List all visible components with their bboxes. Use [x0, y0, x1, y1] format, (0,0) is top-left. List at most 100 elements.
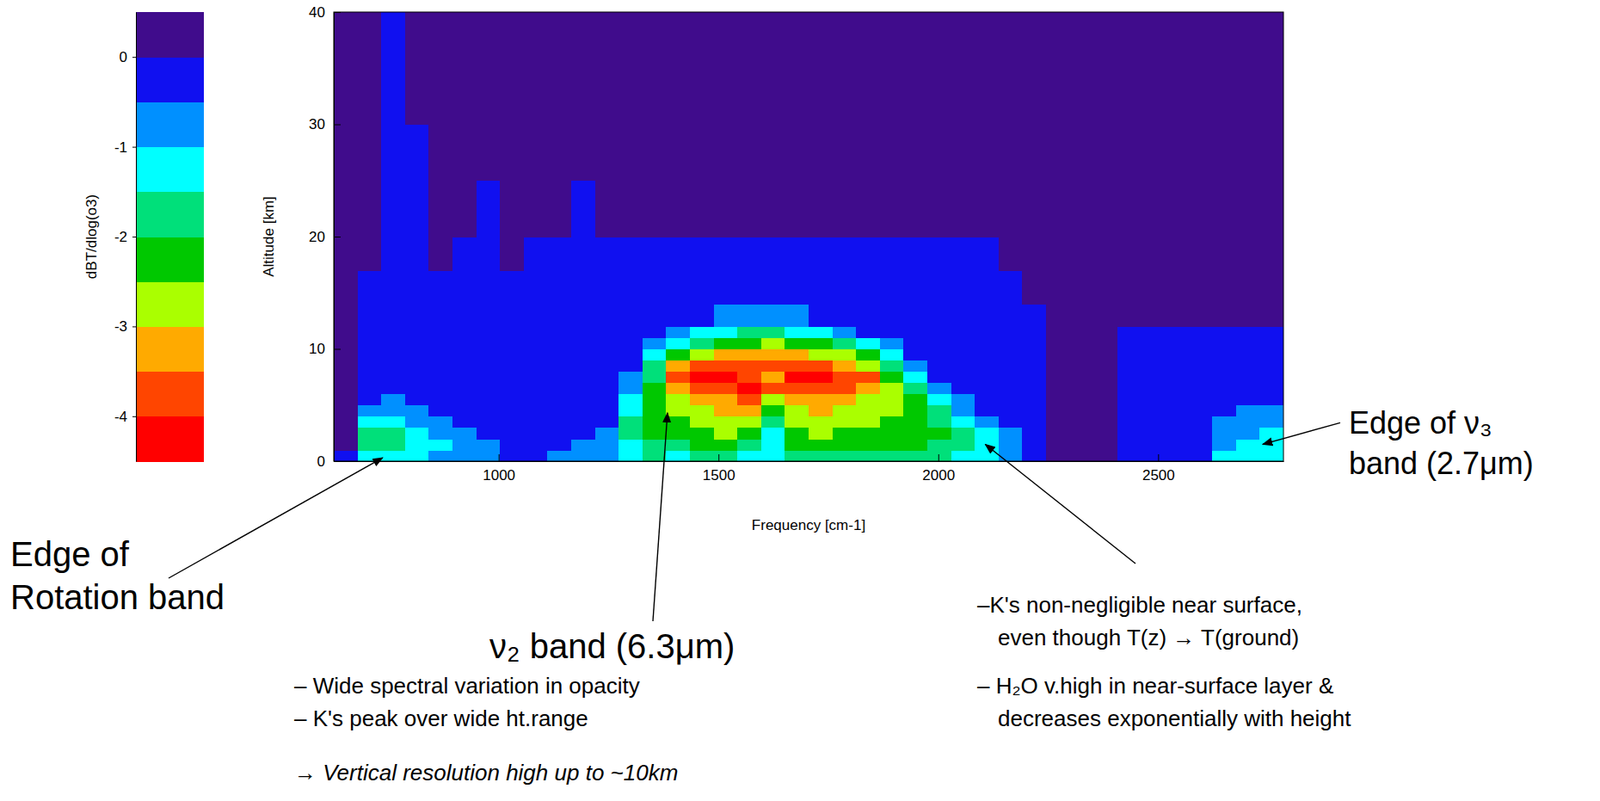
- heatmap-cell: [927, 393, 952, 407]
- heatmap-cell: [713, 270, 739, 305]
- heatmap-cell: [1236, 270, 1261, 305]
- annotation-text: even though T(z) → T(ground): [997, 624, 1299, 651]
- heatmap-cell: [713, 382, 739, 395]
- heatmap-cell: [1093, 382, 1118, 395]
- heatmap-cell: [1070, 337, 1095, 350]
- heatmap-cell: [357, 326, 382, 339]
- heatmap-cell: [880, 405, 905, 418]
- heatmap-cell: [618, 393, 643, 407]
- heatmap-cell: [784, 393, 809, 407]
- heatmap-cell: [333, 326, 358, 339]
- heatmap-cell: [476, 449, 501, 462]
- heatmap-cell: [737, 124, 762, 182]
- colorbar-band: [135, 236, 204, 283]
- heatmap-cell: [547, 405, 572, 418]
- heatmap-cell: [571, 236, 596, 271]
- heatmap-cell: [523, 124, 548, 182]
- y-axis-tick-mark: [333, 349, 341, 351]
- heatmap-cell: [998, 349, 1023, 362]
- heatmap-cell: [784, 349, 809, 362]
- heatmap-cell: [1046, 449, 1071, 462]
- heatmap-cell: [1021, 12, 1047, 69]
- heatmap-cell: [665, 303, 690, 327]
- x-axis-tick-label: 1500: [702, 467, 736, 484]
- heatmap-cell: [1140, 124, 1165, 182]
- heatmap-cell: [1093, 236, 1118, 271]
- heatmap-cell: [665, 449, 690, 462]
- heatmap-cell: [1188, 349, 1213, 362]
- heatmap-cell: [713, 124, 739, 182]
- heatmap-cell: [523, 371, 548, 384]
- heatmap-cell: [855, 303, 880, 327]
- heatmap-cell: [1188, 371, 1213, 384]
- y-axis-tick-mark: [333, 12, 341, 13]
- heatmap-cell: [927, 270, 952, 305]
- heatmap-cell: [1236, 326, 1261, 339]
- heatmap-cell: [951, 270, 976, 305]
- heatmap-cell: [1212, 67, 1237, 125]
- heatmap-cell: [1259, 326, 1284, 339]
- heatmap-cell: [1212, 393, 1237, 407]
- heatmap-cell: [1093, 12, 1118, 69]
- heatmap-cell: [951, 393, 976, 407]
- heatmap-cell: [357, 303, 382, 327]
- x-axis-title: Frequency [cm-1]: [751, 516, 866, 534]
- heatmap-cell: [1117, 449, 1142, 462]
- heatmap-cell: [761, 382, 786, 395]
- heatmap-cell: [951, 12, 976, 69]
- heatmap-cell: [880, 349, 905, 362]
- heatmap-cell: [547, 12, 572, 69]
- heatmap-cell: [761, 416, 786, 429]
- heatmap-cell: [1236, 382, 1261, 395]
- heatmap-cell: [713, 427, 739, 440]
- heatmap-cell: [832, 438, 857, 451]
- heatmap-cell: [428, 382, 453, 395]
- heatmap-cell: [903, 270, 928, 305]
- annotation-text: band (2.7μm): [1348, 445, 1534, 481]
- heatmap-cell: [1046, 382, 1071, 395]
- heatmap-cell: [880, 180, 905, 238]
- heatmap-cell: [595, 360, 620, 373]
- heatmap-cell: [808, 180, 833, 238]
- heatmap-cell: [1140, 12, 1165, 69]
- heatmap-cell: [547, 427, 572, 440]
- heatmap-cell: [333, 124, 358, 182]
- heatmap-cell: [642, 180, 667, 238]
- heatmap-cell: [880, 270, 905, 305]
- heatmap-cell: [832, 405, 857, 418]
- heatmap-cell: [1070, 124, 1095, 182]
- heatmap-cell: [951, 303, 976, 327]
- heatmap-cell: [1236, 416, 1261, 429]
- heatmap-cell: [808, 360, 833, 373]
- heatmap-cell: [761, 303, 786, 327]
- heatmap-cell: [1093, 427, 1118, 440]
- heatmap-cell: [642, 12, 667, 69]
- heatmap-cell: [855, 393, 880, 407]
- heatmap-cell: [452, 427, 477, 440]
- heatmap-cell: [903, 405, 928, 418]
- heatmap-cell: [998, 382, 1023, 395]
- heatmap-cell: [951, 449, 976, 462]
- heatmap-cell: [1164, 326, 1189, 339]
- heatmap-cell: [1164, 303, 1189, 327]
- heatmap-cell: [1093, 405, 1118, 418]
- heatmap-cell: [927, 382, 952, 395]
- heatmap-cell: [665, 371, 690, 384]
- heatmap-cell: [998, 416, 1023, 429]
- heatmap-cell: [1164, 371, 1189, 384]
- heatmap-cell: [903, 12, 928, 69]
- heatmap-cell: [381, 349, 406, 362]
- colorbar-axis-tick-label: -3: [114, 318, 128, 335]
- heatmap-cell: [523, 360, 548, 373]
- heatmap-cell: [381, 393, 406, 407]
- colorbar-axis-tick-label: -2: [114, 228, 128, 246]
- heatmap-cell: [547, 326, 572, 339]
- heatmap-cell: [1140, 236, 1165, 271]
- heatmap-cell: [1140, 416, 1165, 429]
- colorbar-axis-tick-mark: [132, 147, 136, 148]
- annotation: Edge of ν₃band (2.7μm): [1348, 405, 1534, 481]
- heatmap-cell: [1046, 416, 1071, 429]
- heatmap-cell: [808, 416, 833, 429]
- heatmap-cell: [689, 382, 714, 395]
- heatmap-cell: [1117, 337, 1142, 350]
